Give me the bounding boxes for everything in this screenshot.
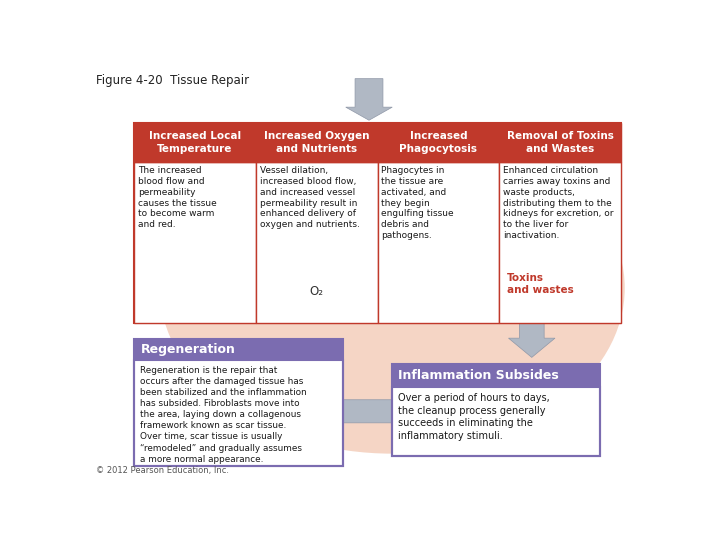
Polygon shape — [508, 123, 555, 357]
Bar — [377, 123, 499, 162]
Bar — [134, 162, 256, 323]
Ellipse shape — [160, 123, 625, 454]
Text: Over a period of hours to days,
the cleanup process generally
succeeds in elimin: Over a period of hours to days, the clea… — [398, 393, 550, 441]
Bar — [134, 339, 343, 361]
Bar — [392, 363, 600, 387]
Bar — [134, 339, 343, 466]
Text: The increased
blood flow and
permeability
causes the tissue
to become warm
and r: The increased blood flow and permeabilit… — [138, 166, 217, 229]
Text: Enhanced circulation
carries away toxins and
waste products,
distributing them t: Enhanced circulation carries away toxins… — [503, 166, 613, 240]
Bar — [256, 162, 377, 323]
Bar — [499, 123, 621, 162]
Bar — [377, 162, 499, 323]
Text: Regeneration: Regeneration — [140, 343, 235, 356]
Text: Regeneration is the repair that
occurs after the damaged tissue has
been stabili: Regeneration is the repair that occurs a… — [140, 366, 306, 464]
Polygon shape — [346, 79, 392, 120]
Bar — [134, 361, 343, 466]
Text: Increased Oxygen
and Nutrients: Increased Oxygen and Nutrients — [264, 131, 369, 154]
Text: Phagocytes in
the tissue are
activated, and
they begin
engulfing tissue
debris a: Phagocytes in the tissue are activated, … — [382, 166, 454, 240]
Bar — [392, 363, 600, 456]
Bar — [392, 387, 600, 456]
Text: Toxins
and wastes: Toxins and wastes — [507, 273, 574, 295]
Text: Figure 4-20  Tissue Repair: Figure 4-20 Tissue Repair — [96, 74, 249, 87]
Polygon shape — [307, 392, 400, 430]
Text: Inflammation Subsides: Inflammation Subsides — [398, 369, 559, 382]
Text: Vessel dilation,
increased blood flow,
and increased vessel
permeability result : Vessel dilation, increased blood flow, a… — [260, 166, 359, 229]
Text: Removal of Toxins
and Wastes: Removal of Toxins and Wastes — [507, 131, 613, 154]
Bar — [134, 123, 621, 323]
Text: Increased Local
Temperature: Increased Local Temperature — [149, 131, 241, 154]
Bar — [134, 123, 256, 162]
Text: O₂: O₂ — [310, 286, 324, 299]
Text: © 2012 Pearson Education, Inc.: © 2012 Pearson Education, Inc. — [96, 466, 229, 475]
Bar — [256, 123, 377, 162]
Text: Increased
Phagocytosis: Increased Phagocytosis — [400, 131, 477, 154]
Bar — [499, 162, 621, 323]
